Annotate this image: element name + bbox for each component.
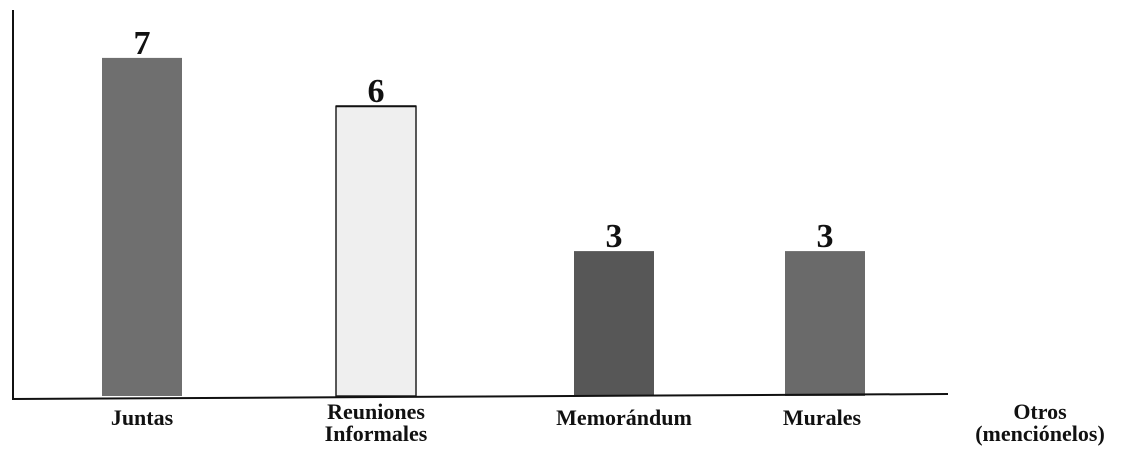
value-label-0: 7 bbox=[134, 25, 151, 62]
category-label-line: Murales bbox=[783, 405, 862, 430]
bar-3 bbox=[785, 251, 865, 396]
category-label-line: Informales bbox=[325, 421, 428, 446]
category-label-4: Otros (menciónelos) bbox=[975, 399, 1105, 446]
category-label-3: Murales bbox=[783, 405, 862, 430]
category-label-line: (menciónelos) bbox=[975, 421, 1105, 446]
bar-2 bbox=[574, 251, 654, 396]
bar-1 bbox=[335, 105, 417, 397]
category-label-line: Otros bbox=[1013, 399, 1067, 424]
bar-0 bbox=[102, 57, 182, 397]
category-label-1: Reuniones Informales bbox=[325, 399, 428, 446]
category-label-0: Juntas bbox=[111, 405, 174, 430]
category-label-line: Reuniones bbox=[327, 399, 425, 424]
x-axis-line bbox=[11, 393, 949, 400]
category-label-2: Memorándum bbox=[556, 405, 692, 430]
category-labels-layer: Juntas Reuniones Informales Memorándum Mural… bbox=[111, 399, 1105, 446]
value-label-3: 3 bbox=[817, 218, 834, 255]
value-labels-layer: 7 6 3 3 bbox=[134, 25, 834, 255]
bars-layer bbox=[102, 57, 865, 397]
value-label-2: 3 bbox=[606, 218, 623, 255]
axes-layer bbox=[11, 10, 949, 400]
category-label-line: Memorándum bbox=[556, 405, 692, 430]
value-label-1: 6 bbox=[368, 73, 385, 110]
category-label-line: Juntas bbox=[111, 405, 174, 430]
